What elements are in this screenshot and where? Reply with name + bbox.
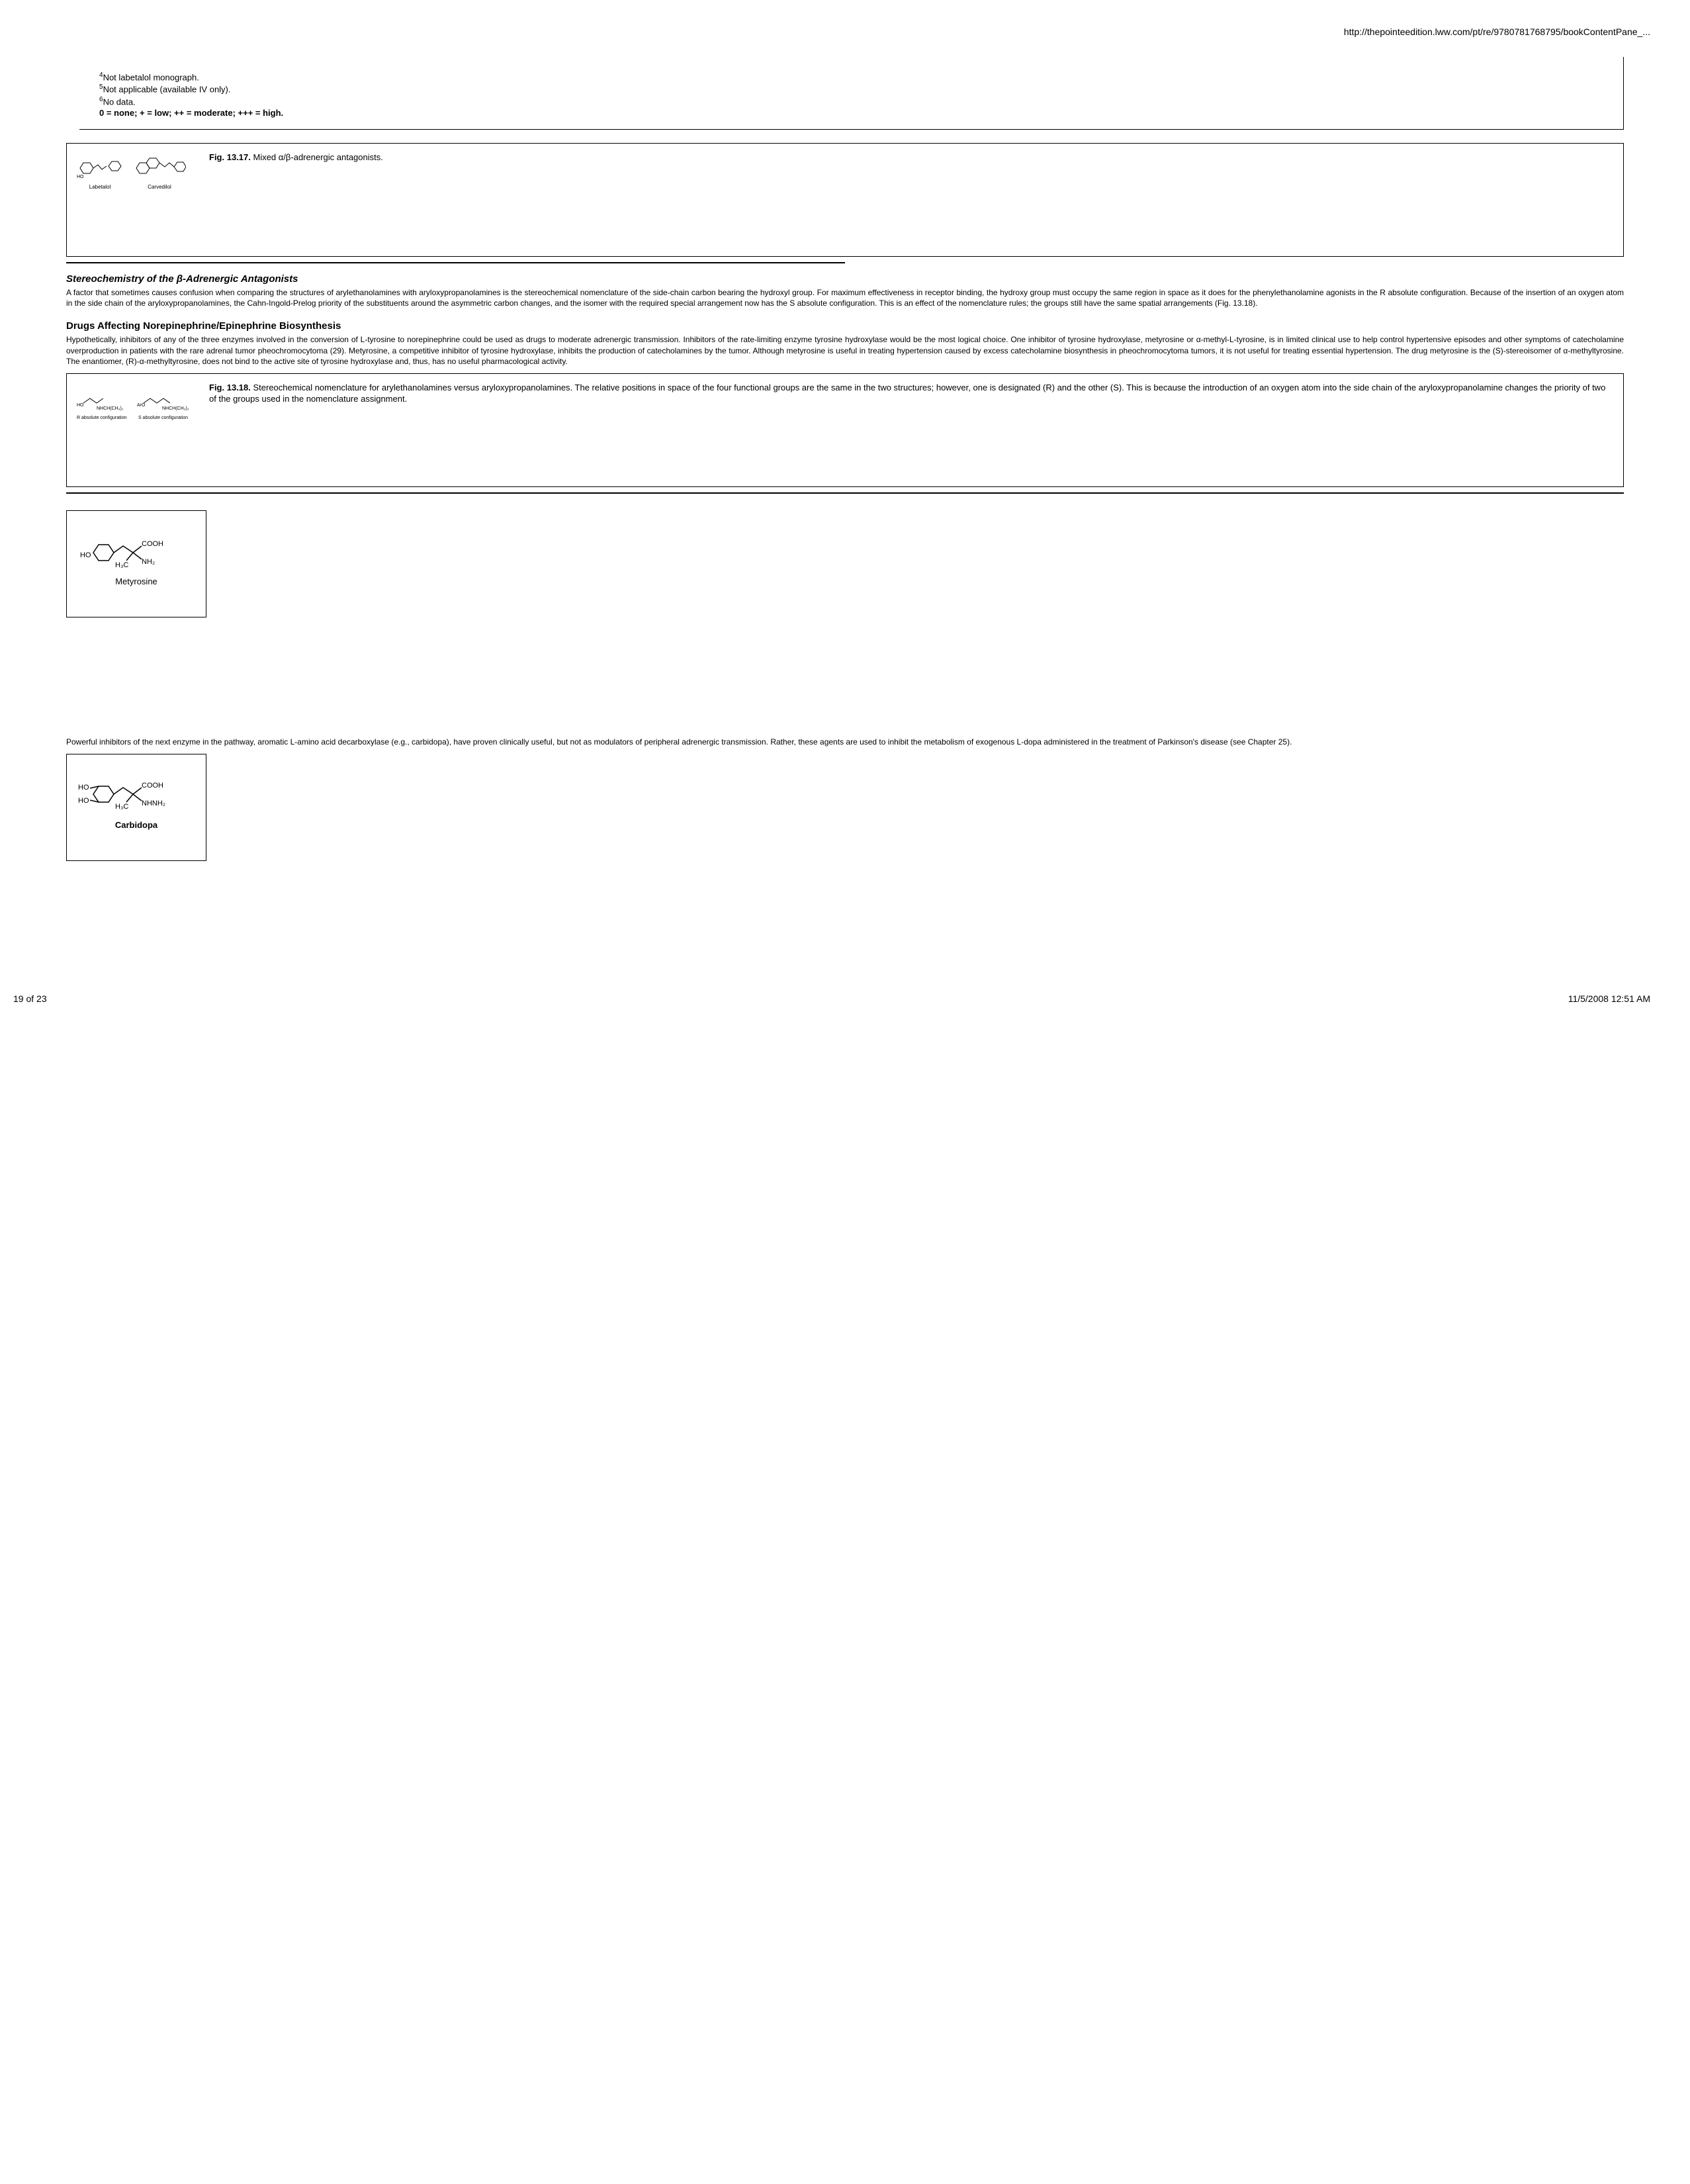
svg-text:ArO: ArO xyxy=(137,403,146,408)
fig18-caption-text: Stereochemical nomenclature for aryletha… xyxy=(209,383,1605,404)
header-url: http://thepointeedition.lww.com/pt/re/97… xyxy=(66,26,1650,37)
s-config-label: S absolute configuration xyxy=(137,416,190,420)
metyrosine-structure-icon: HO COOH NH₂ H₃C xyxy=(77,521,176,574)
carbidopa-paragraph: Powerful inhibitors of the next enzyme i… xyxy=(66,737,1624,747)
footnote-4: 4Not labetalol monograph. xyxy=(99,71,1603,82)
svg-text:NHCH(CH₃)₂: NHCH(CH₃)₂ xyxy=(162,406,189,411)
metyrosine-figure: HO COOH NH₂ H₃C Metyrosine xyxy=(66,510,206,617)
footnote-6-text: No data. xyxy=(103,97,136,107)
divider-2 xyxy=(66,492,1624,494)
page-timestamp: 11/5/2008 12:51 AM xyxy=(1568,993,1650,1004)
figure-13-18: HO NHCH(CH₃)₂ R absolute configuration A… xyxy=(66,373,1624,487)
carbidopa-figure: HO HO COOH NHNH₂ H₃C Carbidopa xyxy=(66,754,206,861)
page-number: 19 of 23 xyxy=(13,993,47,1004)
footnote-4-text: Not labetalol monograph. xyxy=(103,72,199,82)
svg-text:HO: HO xyxy=(77,175,84,179)
footnote-5-text: Not applicable (available IV only). xyxy=(103,85,231,95)
footnote-box: 4Not labetalol monograph. 5Not applicabl… xyxy=(79,57,1624,130)
ch3-label: H₃C xyxy=(115,561,128,569)
fig18-caption: Fig. 13.18. Stereochemical nomenclature … xyxy=(209,381,1613,405)
metyrosine-label: Metyrosine xyxy=(77,576,196,586)
cooh-label: COOH xyxy=(142,782,163,790)
labetalol-label: Labetalol xyxy=(77,184,123,190)
r-config-structure-icon: HO NHCH(CH₃)₂ xyxy=(77,393,123,413)
ho-label: HO xyxy=(80,551,91,559)
fig17-caption: Fig. 13.17. Mixed α/β-adrenergic antagon… xyxy=(209,150,1613,163)
ch3-label-2: H₃C xyxy=(115,803,128,811)
nh2-label: NH₂ xyxy=(142,558,155,566)
section-drugs-text: Hypothetically, inhibitors of any of the… xyxy=(66,334,1624,367)
figure-13-17: HO Labetalol Carvedilol Fig. 13.17. Mixe… xyxy=(66,143,1624,257)
fig17-number: Fig. 13.17. xyxy=(209,152,251,162)
footnote-6: 6No data. xyxy=(99,96,1603,107)
fig18-structures: HO NHCH(CH₃)₂ R absolute configuration A… xyxy=(77,381,196,420)
labetalol-structure-icon: HO xyxy=(77,155,123,181)
divider xyxy=(66,262,845,263)
r-config-label: R absolute configuration xyxy=(77,416,127,420)
fig17-structures: HO Labetalol Carvedilol xyxy=(77,150,196,190)
page-footer: 19 of 23 11/5/2008 12:51 AM xyxy=(13,993,1650,1004)
carvedilol-label: Carvedilol xyxy=(133,184,186,190)
fig17-caption-text: Mixed α/β-adrenergic antagonists. xyxy=(251,152,383,162)
fig18-number: Fig. 13.18. xyxy=(209,383,251,392)
ho1-label: HO xyxy=(78,784,89,792)
svg-text:HO: HO xyxy=(77,403,84,408)
nhnh2-label: NHNH₂ xyxy=(142,799,165,807)
svg-text:NHCH(CH₃)₂: NHCH(CH₃)₂ xyxy=(97,406,123,411)
section-stereochem-title: Stereochemistry of the β-Adrenergic Anta… xyxy=(66,273,1624,285)
cooh-label: COOH xyxy=(142,540,163,548)
carbidopa-structure-icon: HO HO COOH NHNH₂ H₃C xyxy=(77,764,183,817)
section-drugs-title: Drugs Affecting Norepinephrine/Epinephri… xyxy=(66,320,1624,332)
footnote-5: 5Not applicable (available IV only). xyxy=(99,83,1603,94)
s-config-structure-icon: ArO NHCH(CH₃)₂ xyxy=(137,393,190,413)
section-stereochem-text: A factor that sometimes causes confusion… xyxy=(66,287,1624,308)
carbidopa-label: Carbidopa xyxy=(77,820,196,830)
ho2-label: HO xyxy=(78,797,89,805)
footnote-legend: 0 = none; + = low; ++ = moderate; +++ = … xyxy=(99,108,1603,118)
carvedilol-structure-icon xyxy=(133,155,186,181)
